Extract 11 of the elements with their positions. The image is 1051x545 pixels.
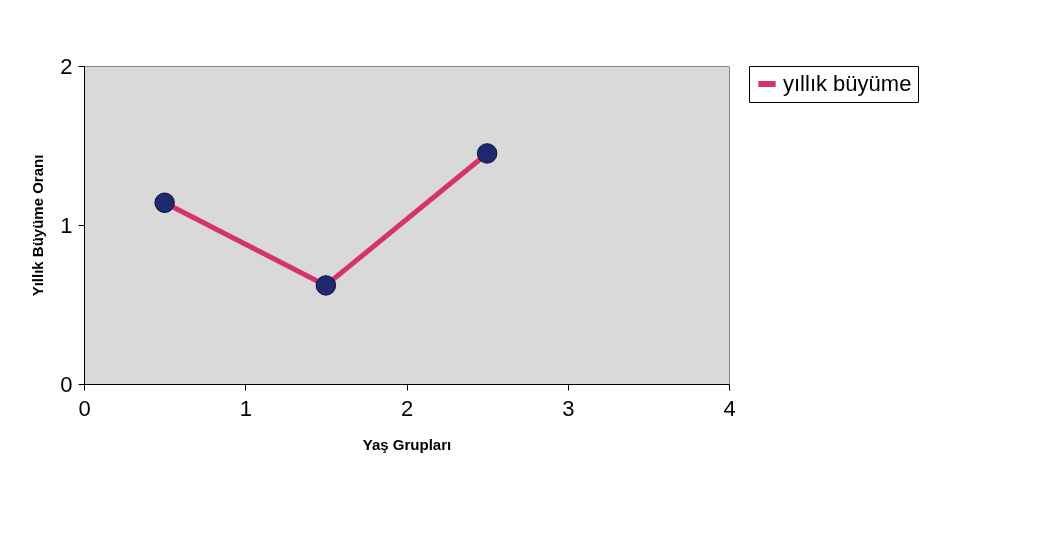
legend-label: yıllık büyüme [783,71,912,96]
x-tick-label: 1 [239,395,252,421]
x-tick-label: 0 [78,395,91,421]
y-axis-title: Yıllık Büyüme Oranı [29,154,47,297]
y-tick-label: 2 [60,53,73,79]
y-tick-label: 0 [60,371,73,397]
y-tick-label: 1 [60,212,73,238]
x-tick-label: 2 [400,395,414,421]
x-tick-label: 4 [723,395,736,421]
x-axis-title: Yaş Grupları [362,435,452,453]
x-tick-label: 3 [562,395,575,421]
